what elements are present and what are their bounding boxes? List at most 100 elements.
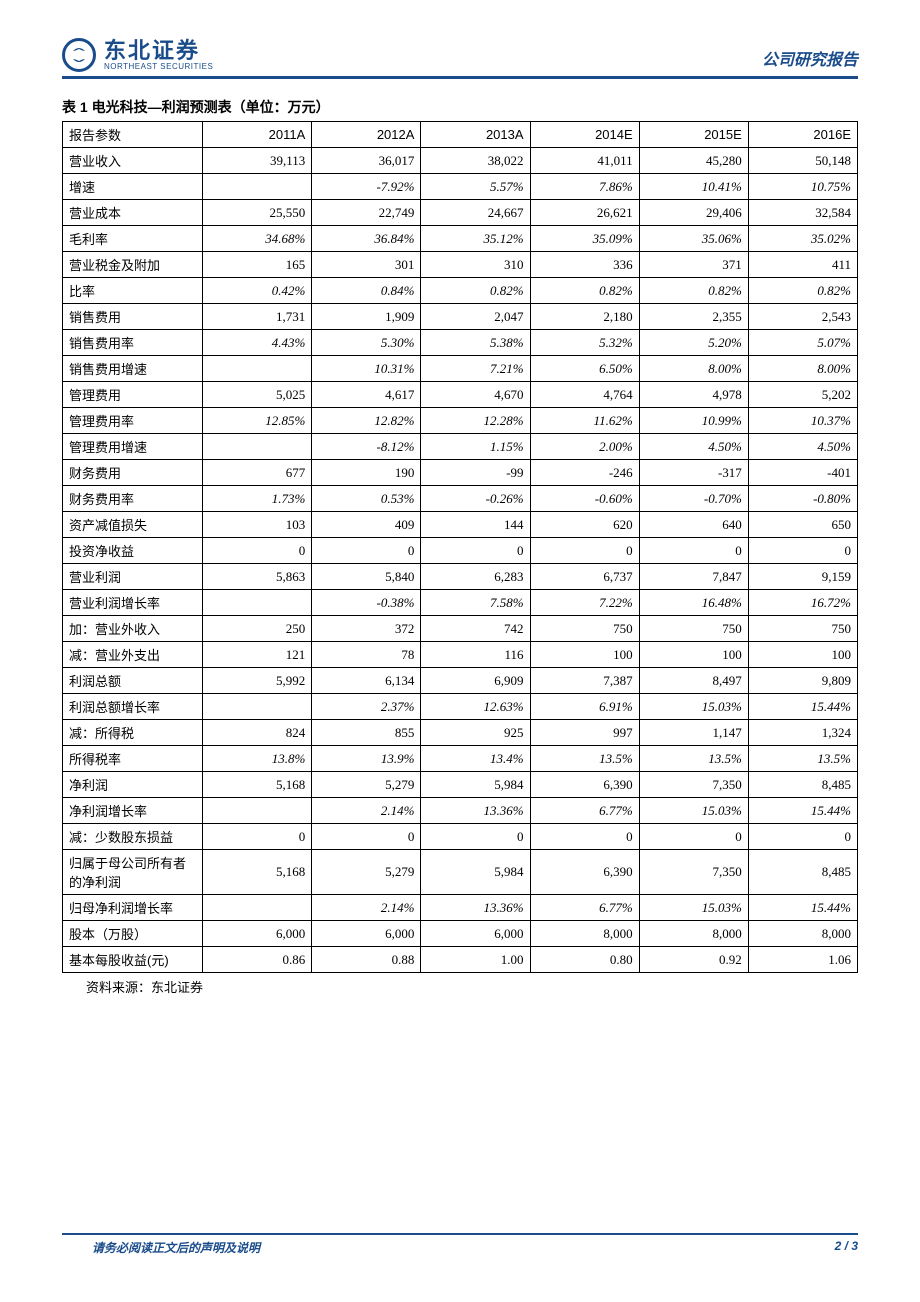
cell-value: 0.82% [639,278,748,304]
cell-value: -0.70% [639,486,748,512]
cell-value: 11.62% [530,408,639,434]
cell-value: 35.12% [421,226,530,252]
row-label: 归属于母公司所有者的净利润 [63,850,203,895]
cell-value: 6.50% [530,356,639,382]
cell-value: 5.20% [639,330,748,356]
cell-value: 16.48% [639,590,748,616]
table-row: 减：营业外支出12178116100100100 [63,642,858,668]
row-label: 比率 [63,278,203,304]
page-footer: 请务必阅读正文后的声明及说明 2 / 3 [62,1233,858,1256]
logo-text-en: NORTHEAST SECURITIES [104,62,213,71]
cell-value: -8.12% [312,434,421,460]
cell-value: -317 [639,460,748,486]
cell-value: 6,390 [530,850,639,895]
cell-value: -7.92% [312,174,421,200]
cell-value: 0.88 [312,947,421,973]
cell-value: 8,497 [639,668,748,694]
table-row: 投资净收益000000 [63,538,858,564]
cell-value: 6,000 [421,921,530,947]
cell-value: 35.09% [530,226,639,252]
cell-value: 6.77% [530,798,639,824]
cell-value: 824 [203,720,312,746]
cell-value: 0.92 [639,947,748,973]
cell-value: 5,279 [312,850,421,895]
cell-value: 8,000 [748,921,857,947]
row-label: 净利润 [63,772,203,798]
cell-value: 36.84% [312,226,421,252]
cell-value: 750 [639,616,748,642]
cell-value: 620 [530,512,639,538]
cell-value: 121 [203,642,312,668]
cell-value: 12.28% [421,408,530,434]
table-row: 利润总额5,9926,1346,9097,3878,4979,809 [63,668,858,694]
cell-value: 10.75% [748,174,857,200]
cell-value: 36,017 [312,148,421,174]
table-row: 所得税率13.8%13.9%13.4%13.5%13.5%13.5% [63,746,858,772]
cell-value: 409 [312,512,421,538]
cell-value: 34.68% [203,226,312,252]
cell-value: 0 [530,824,639,850]
cell-value: 411 [748,252,857,278]
cell-value: 7,350 [639,772,748,798]
table-col-header: 2011A [203,122,312,148]
cell-value: 5,279 [312,772,421,798]
cell-value: 41,011 [530,148,639,174]
table-body: 营业收入39,11336,01738,02241,01145,28050,148… [63,148,858,973]
page-number: 2 / 3 [835,1239,858,1256]
cell-value: 310 [421,252,530,278]
cell-value: 10.99% [639,408,748,434]
cell-value: 4,764 [530,382,639,408]
cell-value: 16.72% [748,590,857,616]
cell-value: 7.58% [421,590,530,616]
table-title: 表 1 电光科技—利润预测表（单位：万元） [62,97,858,117]
cell-value: 13.8% [203,746,312,772]
table-row: 基本每股收益(元)0.860.881.000.800.921.06 [63,947,858,973]
cell-value: 5,202 [748,382,857,408]
cell-value: 7.22% [530,590,639,616]
table-col-header: 2016E [748,122,857,148]
cell-value: 25,550 [203,200,312,226]
cell-value [203,356,312,382]
row-label: 营业利润增长率 [63,590,203,616]
cell-value: 650 [748,512,857,538]
page-header: 东北证券 NORTHEAST SECURITIES 公司研究报告 [62,38,858,79]
cell-value: 6.77% [530,895,639,921]
cell-value: 5,168 [203,772,312,798]
cell-value: 742 [421,616,530,642]
cell-value: 6,909 [421,668,530,694]
cell-value: 7.86% [530,174,639,200]
cell-value: 13.5% [530,746,639,772]
row-label: 管理费用 [63,382,203,408]
cell-value: 4,617 [312,382,421,408]
cell-value: 144 [421,512,530,538]
table-row: 营业利润5,8635,8406,2836,7377,8479,159 [63,564,858,590]
row-label: 加：营业外收入 [63,616,203,642]
cell-value: 6,000 [312,921,421,947]
cell-value: -0.38% [312,590,421,616]
cell-value: 5,863 [203,564,312,590]
cell-value: 38,022 [421,148,530,174]
cell-value: 2,047 [421,304,530,330]
cell-value: 103 [203,512,312,538]
cell-value: 35.02% [748,226,857,252]
row-label: 增速 [63,174,203,200]
cell-value: 0.82% [530,278,639,304]
cell-value: 22,749 [312,200,421,226]
cell-value: 6,737 [530,564,639,590]
cell-value: 6.91% [530,694,639,720]
cell-value: 1.00 [421,947,530,973]
cell-value: 5,992 [203,668,312,694]
row-label: 营业税金及附加 [63,252,203,278]
cell-value: 116 [421,642,530,668]
row-label: 毛利率 [63,226,203,252]
cell-value: 5.07% [748,330,857,356]
cell-value: -401 [748,460,857,486]
cell-value: 6,283 [421,564,530,590]
cell-value: 32,584 [748,200,857,226]
cell-value: 5.32% [530,330,639,356]
cell-value: 7,847 [639,564,748,590]
cell-value: 0 [530,538,639,564]
row-label: 减：少数股东损益 [63,824,203,850]
cell-value: -246 [530,460,639,486]
cell-value: 0.86 [203,947,312,973]
